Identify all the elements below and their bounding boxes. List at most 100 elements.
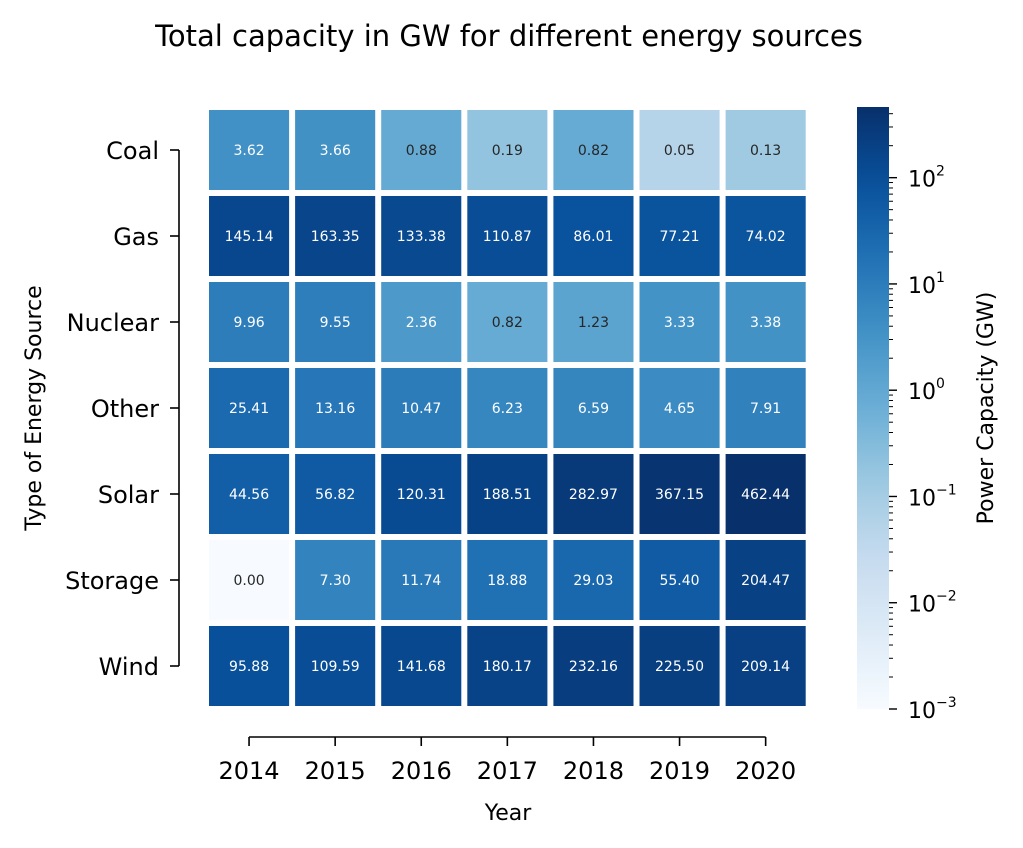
heatmap-cell [553, 282, 634, 362]
x-tick-label: 2014 [219, 757, 280, 785]
heatmap-cell [381, 454, 462, 534]
heatmap-cell [467, 454, 548, 534]
cell-value-label: 7.30 [320, 573, 351, 589]
cell-value-label: 367.15 [655, 487, 704, 503]
y-tick-label: Nuclear [67, 309, 160, 337]
x-tick-label: 2017 [477, 757, 538, 785]
heatmap-cell [467, 626, 548, 706]
colorbar: 10−3 10−2 10−1 100 101 102 [857, 107, 957, 724]
cell-value-label: 209.14 [741, 659, 790, 675]
heatmap-cell [295, 282, 376, 362]
heatmap-cell [209, 368, 290, 448]
cell-value-label: 462.44 [741, 487, 790, 503]
heatmap-cell [639, 454, 720, 534]
heatmap-cell [725, 626, 806, 706]
cell-value-label: 282.97 [569, 487, 618, 503]
heatmap-cell [725, 540, 806, 620]
colorbar-tick-label: 10−1 [908, 482, 957, 511]
x-tick-label: 2019 [649, 757, 710, 785]
cell-value-label: 120.31 [397, 487, 446, 503]
heatmap-cell [725, 110, 806, 190]
heatmap-cell [209, 626, 290, 706]
cell-value-label: 232.16 [569, 659, 618, 675]
heatmap-cell [639, 540, 720, 620]
heatmap-cell [467, 368, 548, 448]
heatmap-cell [639, 110, 720, 190]
cell-value-label: 2.36 [406, 315, 437, 331]
heatmap-cell [295, 626, 376, 706]
heatmap-cell [209, 196, 290, 276]
heatmap-cells: 3.62 3.66 0.88 0.19 0.82 0.05 0.13 145.14 163.35… [209, 110, 806, 706]
heatmap-cell [553, 454, 634, 534]
cell-value-label: 9.55 [320, 315, 351, 331]
cell-value-label: 86.01 [573, 229, 613, 245]
cell-value-label: 4.65 [664, 401, 695, 417]
cell-value-label: 56.82 [315, 487, 355, 503]
y-tick-label: Other [91, 395, 159, 423]
colorbar-tick-label: 100 [908, 376, 945, 405]
x-tick-label: 2018 [563, 757, 624, 785]
heatmap-cell [381, 626, 462, 706]
cell-value-label: 18.88 [487, 573, 527, 589]
heatmap-cell [381, 282, 462, 362]
heatmap-cell [725, 282, 806, 362]
heatmap-cell [381, 110, 462, 190]
heatmap-cell [209, 282, 290, 362]
cell-value-label: 13.16 [315, 401, 355, 417]
heatmap-cell [467, 540, 548, 620]
cell-value-label: 9.96 [234, 315, 265, 331]
x-axis: 2014 2015 2016 2017 2018 2019 2020 [219, 736, 796, 785]
heatmap-cell [639, 626, 720, 706]
cell-value-label: 0.82 [578, 143, 609, 159]
x-axis-label: Year [484, 801, 533, 826]
cell-value-label: 133.38 [397, 229, 446, 245]
heatmap-cell [209, 454, 290, 534]
y-axis-label: Type of Energy Source [22, 285, 47, 531]
y-tick-label: Solar [98, 481, 159, 509]
colorbar-label: Power Capacity (GW) [974, 292, 999, 525]
cell-value-label: 10.47 [401, 401, 441, 417]
heatmap-cell [553, 196, 634, 276]
heatmap-cell [639, 282, 720, 362]
heatmap-cell [381, 540, 462, 620]
y-tick-label: Coal [106, 137, 159, 165]
y-tick-label: Wind [99, 653, 159, 681]
colorbar-tick-label: 101 [908, 270, 945, 299]
cell-value-label: 3.66 [320, 143, 351, 159]
heatmap-cell [295, 540, 376, 620]
cell-value-label: 0.13 [750, 143, 781, 159]
heatmap-cell [381, 196, 462, 276]
heatmap-cell [553, 626, 634, 706]
x-tick-label: 2016 [391, 757, 452, 785]
heatmap-cell [209, 110, 290, 190]
cell-value-label: 0.00 [234, 573, 265, 589]
cell-value-label: 225.50 [655, 659, 704, 675]
y-axis: Coal Gas Nuclear Other Solar Storage Wind [65, 137, 180, 681]
chart-title: Total capacity in GW for different energ… [154, 19, 863, 53]
x-tick-label: 2015 [305, 757, 366, 785]
heatmap-cell [639, 196, 720, 276]
cell-value-label: 0.82 [492, 315, 523, 331]
heatmap-cell [553, 368, 634, 448]
cell-value-label: 180.17 [483, 659, 532, 675]
cell-value-label: 25.41 [229, 401, 269, 417]
heatmap-cell [553, 540, 634, 620]
cell-value-label: 74.02 [746, 229, 786, 245]
cell-value-label: 109.59 [311, 659, 360, 675]
cell-value-label: 188.51 [483, 487, 532, 503]
cell-value-label: 6.59 [578, 401, 609, 417]
cell-value-label: 141.68 [397, 659, 446, 675]
cell-value-label: 44.56 [229, 487, 269, 503]
colorbar-gradient [857, 107, 889, 709]
cell-value-label: 3.62 [234, 143, 265, 159]
heatmap-cell [295, 454, 376, 534]
heatmap-cell [725, 454, 806, 534]
cell-value-label: 204.47 [741, 573, 790, 589]
heatmap-cell [467, 196, 548, 276]
cell-value-label: 55.40 [659, 573, 699, 589]
heatmap-cell [467, 110, 548, 190]
cell-value-label: 77.21 [659, 229, 699, 245]
heatmap-cell [295, 368, 376, 448]
heatmap-cell [295, 110, 376, 190]
